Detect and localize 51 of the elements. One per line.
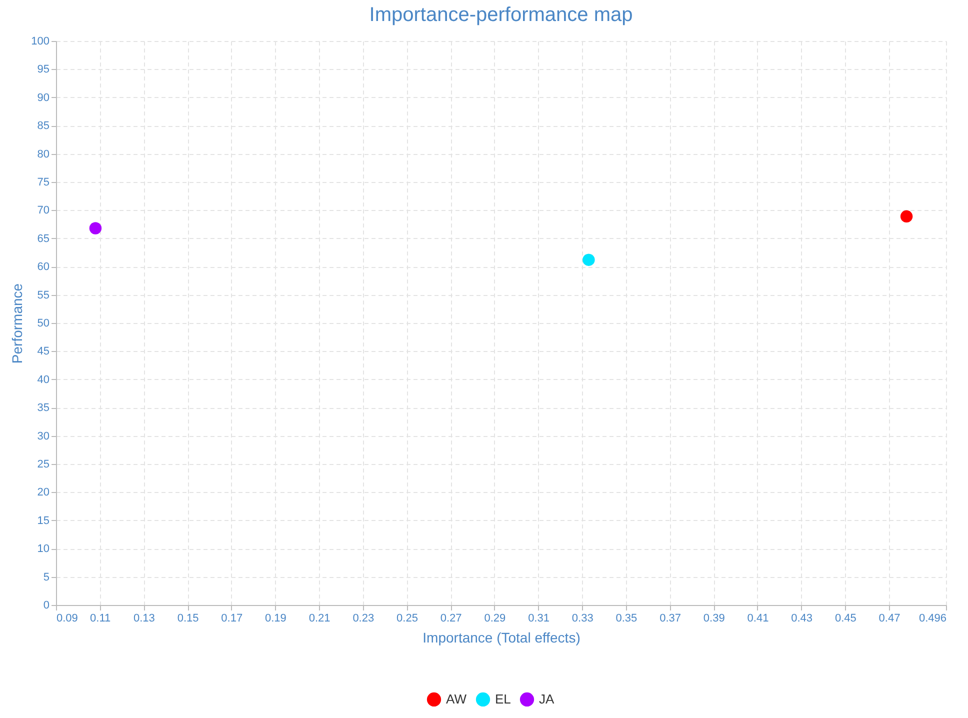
y-tick-label: 60 bbox=[37, 261, 50, 274]
x-tick-label: 0.39 bbox=[703, 612, 725, 624]
y-tick-label: 40 bbox=[37, 374, 50, 386]
y-tick-label: 50 bbox=[37, 318, 50, 330]
x-tick-label: 0.19 bbox=[265, 612, 286, 624]
y-tick-label: 85 bbox=[37, 120, 50, 132]
y-tick-label: 80 bbox=[37, 148, 50, 160]
point bbox=[900, 210, 913, 223]
y-tick-label: 70 bbox=[37, 204, 50, 217]
y-tick-label: 35 bbox=[37, 402, 50, 414]
y-tick-label: 0 bbox=[43, 600, 50, 612]
y-tick-label: 65 bbox=[37, 232, 50, 245]
y-tick-label: 95 bbox=[37, 64, 50, 76]
x-tick-label: 0.31 bbox=[528, 612, 550, 624]
x-tick-label: 0.17 bbox=[221, 612, 243, 624]
legend-label: AW bbox=[446, 691, 468, 706]
y-tick-label: 5 bbox=[43, 571, 50, 584]
y-tick-label: 45 bbox=[37, 346, 50, 358]
point bbox=[89, 222, 102, 234]
y-tick-label: 30 bbox=[37, 430, 50, 442]
legend-label: EL bbox=[495, 691, 511, 706]
y-tick-label: 15 bbox=[37, 514, 50, 527]
point bbox=[582, 254, 595, 266]
x-tick-label: 0.13 bbox=[133, 612, 155, 624]
x-tick-label: 0.09 bbox=[56, 612, 78, 624]
x-tick-label: 0.29 bbox=[484, 612, 506, 624]
x-axis-title: Importance (Total effects) bbox=[422, 630, 580, 646]
y-tick-label: 55 bbox=[37, 289, 50, 302]
x-tick-label: 0.25 bbox=[396, 612, 418, 624]
x-tick-label: 0.33 bbox=[572, 612, 594, 624]
x-tick-label: 0.496 bbox=[918, 612, 946, 624]
x-tick-label: 0.41 bbox=[747, 612, 769, 624]
x-tick-label: 0.11 bbox=[90, 612, 111, 624]
x-tick-label: 0.27 bbox=[440, 612, 462, 624]
x-tick-label: 0.23 bbox=[352, 612, 374, 624]
y-tick-label: 100 bbox=[31, 36, 50, 48]
y-tick-label: 75 bbox=[37, 176, 50, 188]
x-tick-label: 0.37 bbox=[660, 612, 682, 624]
x-tick-label: 0.35 bbox=[616, 612, 638, 624]
y-tick-label: 90 bbox=[37, 92, 50, 104]
y-axis-title: Performance bbox=[9, 283, 26, 364]
x-tick-label: 0.45 bbox=[834, 612, 856, 624]
x-tick-label: 0.43 bbox=[791, 612, 813, 624]
x-tick-label: 0.15 bbox=[177, 612, 199, 624]
x-tick-label: 0.47 bbox=[878, 612, 900, 624]
y-tick-label: 10 bbox=[37, 543, 50, 556]
x-tick-label: 0.21 bbox=[308, 612, 330, 624]
y-tick-label: 20 bbox=[37, 486, 50, 499]
legend-label: JA bbox=[539, 691, 554, 706]
y-tick-label: 25 bbox=[37, 458, 50, 470]
chart-title: Importance-performance map bbox=[369, 4, 633, 26]
